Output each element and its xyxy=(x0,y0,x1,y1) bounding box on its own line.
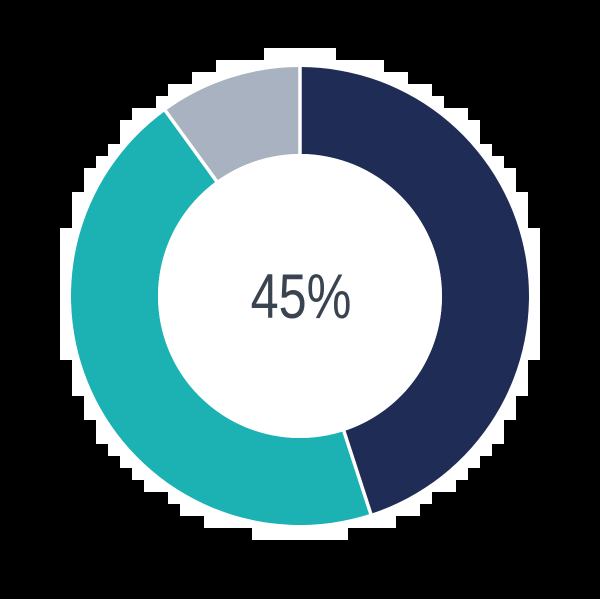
backing-pixel xyxy=(96,432,108,444)
backing-pixel xyxy=(264,528,276,540)
backing-pixel xyxy=(396,72,408,84)
navy-segment xyxy=(300,67,530,514)
backing-pixel xyxy=(276,48,288,60)
backing-pixel xyxy=(72,384,84,396)
backing-pixel xyxy=(480,444,492,456)
backing-pixel xyxy=(252,528,264,540)
backing-pixel xyxy=(372,516,384,528)
backing-pixel xyxy=(132,108,144,120)
backing-pixel xyxy=(180,504,192,516)
backing-pixel xyxy=(108,444,120,456)
backing-pixel xyxy=(528,240,540,252)
backing-pixel xyxy=(216,60,228,72)
backing-pixel xyxy=(444,480,456,492)
backing-pixel xyxy=(384,516,396,528)
segment-divider xyxy=(340,425,374,517)
backing-pixel xyxy=(312,48,324,60)
backing-pixel xyxy=(336,528,348,540)
backing-pixel xyxy=(288,528,300,540)
backing-pixel xyxy=(264,48,276,60)
backing-pixel xyxy=(516,384,528,396)
backing-pixel xyxy=(300,528,312,540)
backing-pixel xyxy=(528,228,540,240)
backing-pixel xyxy=(60,240,72,252)
backing-pixel xyxy=(192,72,204,84)
backing-pixel xyxy=(216,516,228,528)
backing-pixel xyxy=(504,408,516,420)
backing-pixel xyxy=(84,168,96,180)
donut-center-label: 45% xyxy=(250,261,352,332)
teal-segment xyxy=(70,110,371,525)
backing-pixel xyxy=(288,48,300,60)
backing-pixel xyxy=(360,60,372,72)
segment-divider xyxy=(162,108,221,187)
backing-pixel xyxy=(60,228,72,240)
backing-pixel xyxy=(528,348,540,360)
backing-pixel xyxy=(120,120,132,132)
backing-pixel xyxy=(228,60,240,72)
backing-pixel xyxy=(312,528,324,540)
backing-pixel xyxy=(204,516,216,528)
backing-pixel xyxy=(408,504,420,516)
backing-pixel xyxy=(504,168,516,180)
backing-pixel xyxy=(132,468,144,480)
backing-pixel xyxy=(324,528,336,540)
donut-hole xyxy=(158,154,442,438)
backing-pixel xyxy=(492,432,504,444)
backing-pixel xyxy=(456,468,468,480)
backing-pixel xyxy=(300,48,312,60)
gray-segment xyxy=(165,67,300,182)
backing-pixel xyxy=(324,48,336,60)
backing-pixel xyxy=(468,456,480,468)
backing-pixel xyxy=(468,120,480,132)
backing-pixel xyxy=(372,60,384,72)
backing-pixel xyxy=(276,528,288,540)
backing-pixel xyxy=(516,192,528,204)
backing-pixel xyxy=(168,84,180,96)
backing-pixel xyxy=(72,192,84,204)
backing-pixel xyxy=(60,348,72,360)
backing-pixel xyxy=(456,108,468,120)
backing-pixel xyxy=(144,480,156,492)
backing-pixel xyxy=(84,408,96,420)
backing-pixel xyxy=(120,456,132,468)
backing-pixel xyxy=(420,84,432,96)
